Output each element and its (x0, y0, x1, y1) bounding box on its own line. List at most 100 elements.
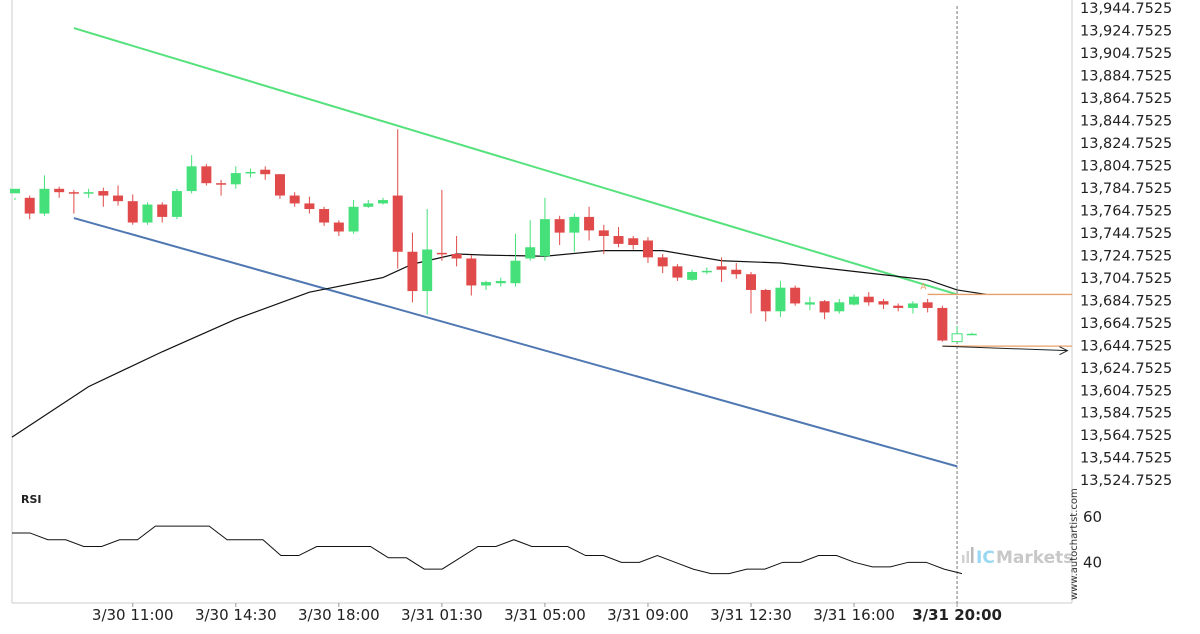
candle (186, 155, 197, 194)
candle (804, 296, 815, 311)
y-tick-label: 13,784.7525 (1080, 181, 1172, 197)
candle (687, 269, 698, 281)
candle (24, 195, 35, 220)
candle (951, 325, 963, 343)
y-tick-label: 13,844.7525 (1080, 114, 1172, 130)
candle (893, 303, 904, 312)
candle (54, 186, 65, 198)
candle-body (642, 240, 653, 258)
candle-body (378, 200, 388, 204)
rsi-panel: RSI 60 40 (12, 493, 1102, 575)
candle (422, 209, 433, 315)
candle (333, 220, 344, 237)
candle-body (966, 333, 977, 336)
y-tick-label: 13,524.7525 (1080, 473, 1172, 489)
candle-body (422, 249, 433, 292)
candle (230, 166, 241, 189)
trendlines (73, 27, 958, 468)
candle-body (760, 289, 771, 312)
brand-bars-icon (962, 547, 974, 563)
y-tick-label: 13,864.7525 (1080, 91, 1172, 107)
chart-frame (11, 0, 1073, 604)
candle-body (216, 183, 227, 185)
candle-body (628, 238, 639, 245)
candle-body (569, 216, 580, 233)
candle-body (907, 303, 918, 308)
watermark-url: www.autochartist.com (1069, 488, 1080, 600)
candle (746, 271, 756, 314)
candle (849, 294, 860, 306)
candle (171, 188, 182, 220)
candle-body (687, 271, 698, 280)
y-tick-label: 13,804.7525 (1080, 158, 1172, 174)
y-tick-label: 13,724.7525 (1080, 248, 1172, 264)
y-tick-label: 13,824.7525 (1080, 136, 1172, 152)
candle (569, 213, 580, 252)
rsi-line (12, 525, 963, 575)
candle-body (24, 197, 35, 214)
candle-body (613, 236, 624, 244)
y-tick-label: 13,624.7525 (1080, 361, 1172, 377)
candle-body (319, 209, 330, 223)
candle (260, 166, 271, 180)
y-tick-label: 13,544.7525 (1080, 451, 1172, 467)
candle-body (539, 219, 550, 257)
candle (834, 298, 845, 314)
moving-average-line (11, 250, 987, 438)
candle (245, 168, 256, 178)
candle-body (819, 301, 830, 313)
candle (451, 236, 462, 267)
candle-body (98, 191, 109, 196)
candle (68, 189, 79, 214)
resistance-trendline (73, 27, 958, 296)
candle-body (775, 287, 786, 312)
candle-body (495, 280, 506, 284)
candle-body (407, 251, 418, 292)
candle-body (54, 188, 65, 193)
candle (657, 253, 668, 274)
candle-body (333, 222, 344, 232)
x-axis: 3/30 11:00 3/30 14:30 3/30 18:00 3/31 01:30… (92, 603, 1002, 624)
candle (628, 236, 639, 250)
candle (731, 262, 742, 279)
candle (127, 194, 138, 225)
x-tick-label: 3/30 18:00 (298, 606, 380, 624)
candle-body (186, 166, 197, 192)
candle (790, 285, 801, 306)
y-tick-label: 13,644.7525 (1080, 338, 1172, 354)
candle-body (142, 204, 153, 223)
y-tick-label: 13,764.7525 (1080, 203, 1172, 219)
candle (348, 200, 359, 234)
candle-body (731, 269, 742, 275)
forecast-arrow-line (942, 345, 1068, 352)
candle (142, 202, 153, 225)
candle-body (598, 230, 609, 237)
candle (701, 267, 712, 275)
candle-body (657, 257, 668, 267)
candle (10, 188, 20, 201)
candle (363, 200, 374, 208)
candle (378, 197, 388, 205)
y-tick-label: 13,924.7525 (1080, 24, 1172, 40)
y-tick-label: 13,904.7525 (1080, 46, 1172, 62)
candle (775, 280, 786, 317)
candle-body (113, 195, 124, 202)
candle (922, 298, 933, 313)
moving-average (11, 250, 987, 438)
candle (937, 305, 948, 342)
y-tick-label: 13,664.7525 (1080, 316, 1172, 332)
y-tick-label: 13,944.7525 (1080, 1, 1172, 17)
rsi-tick-label: 40 (1083, 553, 1102, 571)
price-levels: A (920, 282, 1072, 356)
candle (760, 288, 771, 322)
x-tick-label: 3/31 05:00 (504, 606, 586, 624)
candle-body (274, 174, 285, 196)
brand-prefix: IC (976, 548, 995, 568)
candle (716, 257, 727, 283)
candle (466, 255, 477, 296)
candle-body (466, 258, 477, 286)
y-axis: 13,944.7525 13,924.7525 13,904.7525 13,884.… (1080, 1, 1172, 489)
candle (201, 164, 212, 186)
